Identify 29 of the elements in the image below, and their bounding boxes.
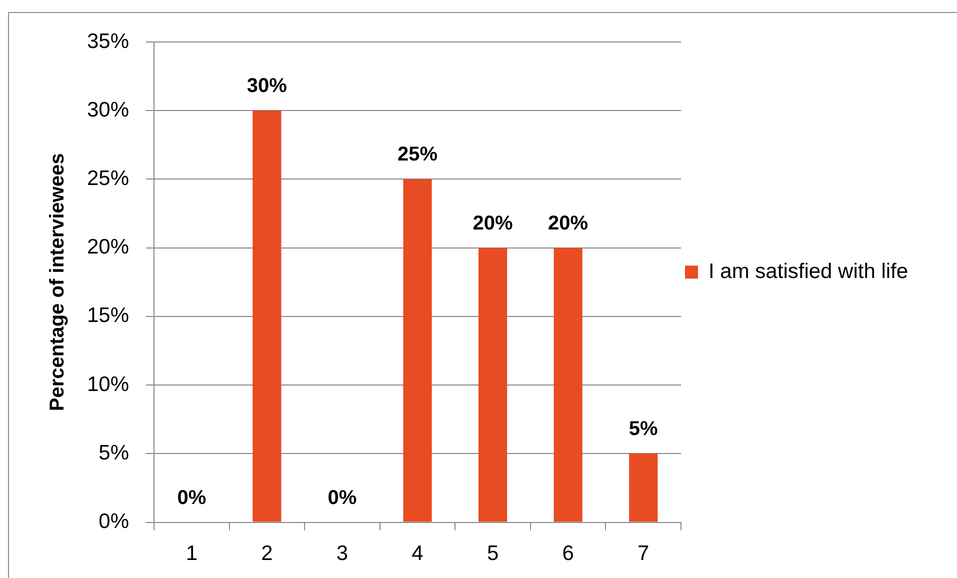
bar — [629, 454, 658, 522]
y-tick-label: 0% — [98, 510, 130, 534]
data-label: 0% — [177, 486, 206, 509]
data-label: 25% — [398, 144, 438, 166]
data-label: 5% — [628, 418, 658, 440]
x-tick-label: 5 — [486, 542, 499, 565]
x-tick-label: 7 — [638, 542, 650, 565]
data-label: 30% — [246, 75, 288, 98]
bar — [252, 110, 282, 522]
data-label: 20% — [472, 212, 514, 234]
bar — [554, 248, 582, 522]
y-tick-label: 20% — [87, 236, 130, 259]
data-label: 20% — [548, 212, 588, 234]
x-tick-label: 4 — [412, 542, 424, 565]
bar — [478, 248, 508, 522]
legend-label: I am satisfied with life — [708, 260, 908, 283]
y-tick-label: 10% — [87, 372, 130, 396]
y-tick-label: 30% — [87, 98, 130, 122]
data-label: 0% — [328, 486, 357, 509]
y-tick-label: 5% — [98, 441, 130, 464]
x-tick-label: 1 — [186, 542, 198, 565]
y-tick-label: 15% — [87, 304, 130, 328]
x-tick-label: 3 — [336, 542, 348, 565]
x-tick-label: 2 — [261, 542, 273, 565]
y-tick-label: 25% — [87, 167, 130, 190]
bar — [403, 179, 432, 522]
y-tick-label: 35% — [87, 30, 130, 53]
y-axis-title: Percentage of interviewees — [46, 153, 69, 412]
x-tick-label: 6 — [562, 542, 574, 565]
